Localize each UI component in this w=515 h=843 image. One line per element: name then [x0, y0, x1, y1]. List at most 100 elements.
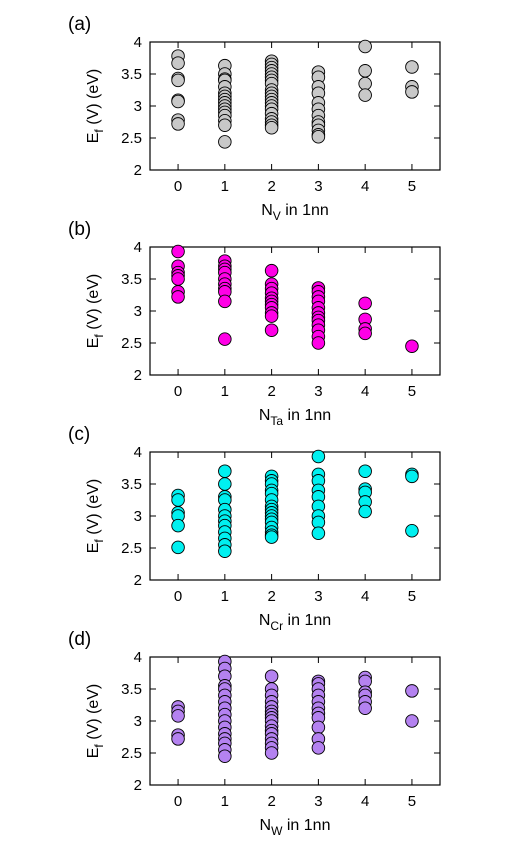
- y-axis-label: Ef (V) (eV): [85, 69, 106, 143]
- y-axis-label: Ef (V) (eV): [85, 479, 106, 553]
- x-tick-label: 5: [408, 178, 416, 195]
- data-point: [358, 64, 372, 78]
- data-point: [358, 88, 372, 102]
- data-point: [358, 76, 372, 91]
- x-tick-label: 1: [221, 793, 229, 810]
- y-tick-label: 2.5: [121, 540, 142, 557]
- x-tick-label: 3: [314, 383, 322, 400]
- data-point: [218, 464, 232, 478]
- y-tick-label: 3.5: [121, 681, 142, 698]
- x-tick-label: 4: [361, 383, 369, 400]
- panel-label: (b): [68, 219, 91, 240]
- panel-a: (a) 2 2.5 3 3.5 4 0 1 2 3 4 5 Ef (V) (eV) NV in 1nn: [68, 14, 441, 223]
- y-tick-label: 2: [134, 777, 142, 794]
- data-point: [358, 39, 372, 54]
- y-axis-label: Ef (V) (eV): [85, 274, 106, 348]
- y-tick-label: 4: [134, 34, 142, 51]
- data-point: [171, 94, 185, 109]
- data-point: [405, 339, 419, 353]
- x-tick-label: 0: [174, 178, 182, 195]
- plot-frame: [149, 246, 441, 376]
- data-point: [264, 121, 279, 135]
- data-point: [171, 518, 185, 533]
- data-point: [358, 326, 372, 341]
- data-point: [358, 464, 372, 478]
- data-point: [218, 749, 232, 763]
- data-point: [264, 530, 279, 544]
- x-tick-label: 2: [267, 383, 275, 400]
- data-point: [264, 263, 279, 278]
- x-axis-label: NW in 1nn: [260, 817, 331, 838]
- x-tick-label: 1: [221, 383, 229, 400]
- data-point: [405, 469, 419, 484]
- data-point: [264, 746, 279, 760]
- y-tick-label: 3: [134, 303, 142, 320]
- data-point: [405, 85, 419, 99]
- x-tick-label: 1: [221, 178, 229, 195]
- x-tick-label: 0: [174, 383, 182, 400]
- data-point: [171, 117, 185, 131]
- y-tick-label: 3.5: [121, 271, 142, 288]
- y-tick-label: 3.5: [121, 66, 142, 83]
- plot-frame: [149, 656, 441, 786]
- y-tick-label: 3: [134, 508, 142, 525]
- x-tick-label: 2: [267, 793, 275, 810]
- data-point: [311, 741, 326, 755]
- x-tick-label: 2: [267, 588, 275, 605]
- panel-label: (c): [68, 424, 90, 445]
- data-point: [311, 129, 326, 144]
- x-axis-label: NCr in 1nn: [259, 612, 331, 633]
- x-tick-label: 4: [361, 178, 369, 195]
- data-point: [264, 669, 279, 683]
- data-point: [218, 135, 232, 149]
- y-tick-label: 2: [134, 367, 142, 384]
- data-point: [218, 477, 232, 491]
- x-axis-label: NTa in 1nn: [259, 407, 331, 428]
- data-point: [171, 493, 185, 507]
- y-tick-label: 4: [134, 444, 142, 461]
- data-point: [171, 244, 185, 259]
- y-tick-label: 2.5: [121, 335, 142, 352]
- y-tick-label: 3: [134, 713, 142, 730]
- y-tick-label: 4: [134, 649, 142, 666]
- panel-label: (d): [68, 629, 91, 650]
- data-point: [405, 684, 419, 698]
- data-point: [218, 332, 232, 346]
- x-tick-label: 5: [408, 588, 416, 605]
- data-point: [171, 732, 185, 746]
- x-tick-label: 4: [361, 588, 369, 605]
- panel-c: (c) 2 2.5 3 3.5 4 0 1 2 3 4 5 Ef (V) (eV) NCr in 1nn: [68, 424, 441, 633]
- x-tick-label: 5: [408, 383, 416, 400]
- data-point: [358, 504, 372, 519]
- data-point: [405, 714, 419, 728]
- data-point: [358, 701, 372, 715]
- x-tick-label: 4: [361, 793, 369, 810]
- x-tick-label: 1: [221, 588, 229, 605]
- y-tick-label: 3: [134, 98, 142, 115]
- x-tick-label: 3: [314, 178, 322, 195]
- y-tick-label: 2: [134, 162, 142, 179]
- plot-frame: [149, 41, 441, 171]
- panel-b: (b) 2 2.5 3 3.5 4 0 1 2 3 4 5 Ef (V) (eV) NTa in 1nn: [68, 219, 441, 428]
- panel-label: (a): [68, 14, 91, 35]
- y-axis-label: Ef (V) (eV): [85, 684, 106, 758]
- data-point: [218, 118, 232, 132]
- y-tick-label: 2.5: [121, 745, 142, 762]
- data-point: [311, 720, 326, 735]
- x-tick-label: 5: [408, 793, 416, 810]
- panel-d: (d) 2 2.5 3 3.5 4 0 1 2 3 4 5 Ef (V) (eV) NW in 1nn: [68, 629, 441, 838]
- data-point: [171, 709, 185, 723]
- data-point: [311, 526, 326, 541]
- data-point: [264, 309, 279, 323]
- data-point: [311, 336, 326, 350]
- plot-frame: [149, 451, 441, 581]
- data-point: [171, 540, 185, 555]
- data-point: [218, 294, 232, 309]
- data-point: [405, 60, 419, 74]
- data-point: [264, 323, 279, 337]
- x-tick-label: 3: [314, 793, 322, 810]
- data-point: [171, 73, 185, 88]
- data-point: [358, 296, 372, 311]
- x-axis-label: NV in 1nn: [261, 202, 329, 223]
